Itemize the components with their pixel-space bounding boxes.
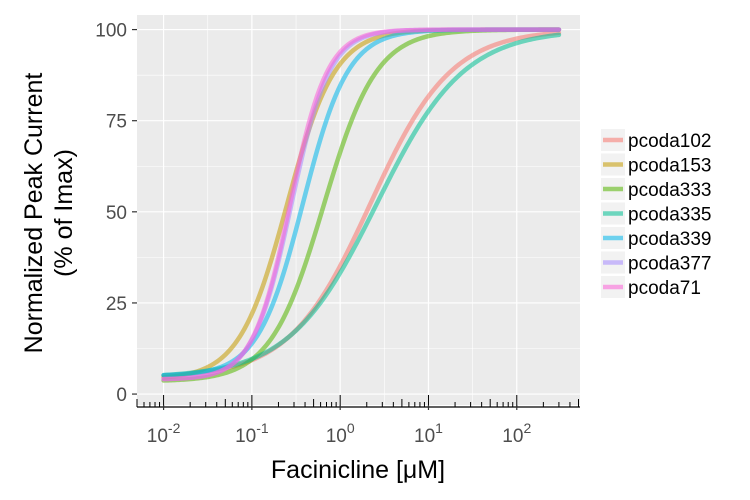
legend-label-pcoda339: pcoda339 — [628, 229, 711, 250]
series-curves — [161, 27, 562, 383]
x-axis-title: Facinicline [μM] — [271, 456, 445, 484]
x-axis: 10-2 10-1 100 101 102 — [136, 395, 580, 447]
y-tick-label: 100 — [95, 21, 127, 42]
legend: pcoda102 pcoda153 pcoda333 pcoda335 pcoda339… — [601, 129, 711, 299]
legend-label-pcoda377: pcoda377 — [628, 254, 711, 275]
series-line-pcoda71 — [161, 27, 562, 382]
y-axis-title: Normalized Peak Current — [20, 73, 48, 354]
x-tick-label: 101 — [414, 420, 443, 447]
legend-label-pcoda153: pcoda153 — [628, 156, 711, 177]
y-tick-label: 25 — [106, 294, 127, 315]
y-tick-label: 75 — [106, 112, 127, 133]
legend-label-pcoda102: pcoda102 — [628, 131, 711, 152]
x-tick-label: 102 — [502, 420, 531, 447]
legend-label-pcoda335: pcoda335 — [628, 205, 711, 226]
legend-label-pcoda333: pcoda333 — [628, 180, 711, 201]
y-axis: 0 25 50 75 100 — [95, 21, 137, 406]
y-tick-label: 0 — [116, 385, 127, 406]
minor-gridlines — [137, 15, 580, 405]
x-tick-label: 10-1 — [235, 420, 269, 447]
x-tick-label: 100 — [326, 420, 355, 447]
legend-label-pcoda71: pcoda71 — [628, 278, 701, 299]
y-tick-label: 50 — [106, 203, 127, 224]
x-tick-label: 10-2 — [147, 420, 181, 447]
plot-panel — [137, 15, 580, 405]
y-axis-subtitle: (% of Imax) — [50, 149, 78, 277]
